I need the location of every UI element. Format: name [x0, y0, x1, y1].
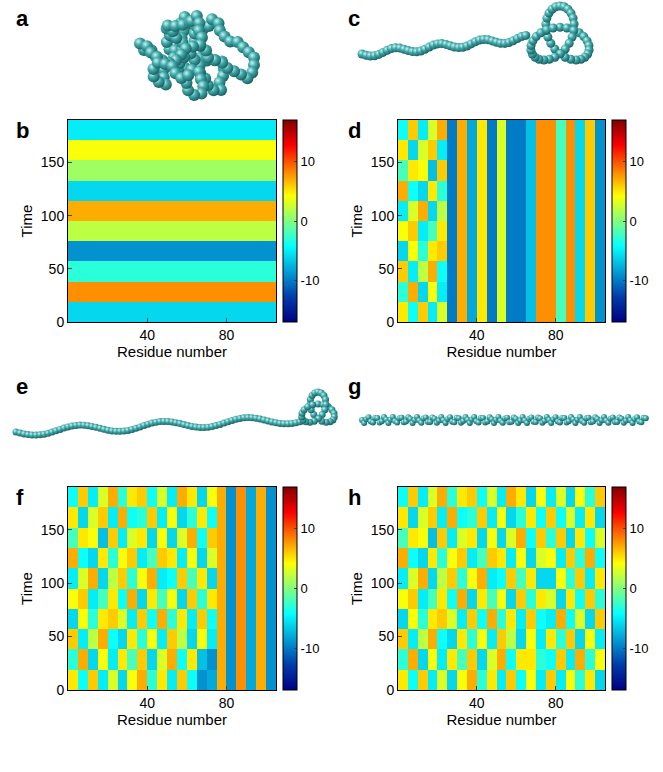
- svg-text:50: 50: [379, 261, 395, 277]
- svg-text:Residue number: Residue number: [446, 343, 556, 360]
- svg-text:Time: Time: [18, 572, 35, 605]
- svg-text:10: 10: [301, 154, 315, 169]
- svg-text:150: 150: [371, 522, 395, 538]
- svg-text:40: 40: [139, 695, 155, 711]
- svg-text:d: d: [348, 118, 361, 143]
- svg-text:0: 0: [56, 682, 64, 698]
- svg-text:150: 150: [41, 522, 65, 538]
- svg-text:40: 40: [469, 695, 485, 711]
- svg-text:Time: Time: [348, 205, 365, 238]
- svg-text:Time: Time: [348, 572, 365, 605]
- svg-text:Time: Time: [18, 205, 35, 238]
- svg-text:150: 150: [41, 154, 65, 170]
- svg-text:c: c: [348, 6, 360, 31]
- svg-text:50: 50: [49, 628, 65, 644]
- svg-text:b: b: [16, 118, 29, 143]
- svg-text:-10: -10: [630, 641, 649, 656]
- svg-text:Residue number: Residue number: [117, 711, 227, 728]
- svg-text:h: h: [348, 485, 361, 510]
- svg-text:-10: -10: [301, 273, 320, 288]
- svg-text:150: 150: [371, 154, 395, 170]
- svg-text:Residue number: Residue number: [446, 711, 556, 728]
- svg-text:50: 50: [379, 628, 395, 644]
- svg-text:0: 0: [386, 314, 394, 330]
- svg-text:-10: -10: [301, 641, 320, 656]
- svg-text:50: 50: [49, 261, 65, 277]
- svg-text:100: 100: [371, 575, 395, 591]
- svg-text:0: 0: [301, 214, 308, 229]
- svg-text:a: a: [16, 6, 29, 31]
- svg-text:80: 80: [219, 327, 235, 343]
- svg-text:e: e: [16, 374, 28, 399]
- svg-text:0: 0: [386, 682, 394, 698]
- svg-text:f: f: [16, 485, 24, 510]
- svg-text:80: 80: [548, 695, 564, 711]
- svg-text:0: 0: [630, 581, 637, 596]
- svg-text:0: 0: [630, 214, 637, 229]
- svg-text:100: 100: [41, 208, 65, 224]
- svg-text:0: 0: [56, 314, 64, 330]
- svg-text:0: 0: [301, 581, 308, 596]
- svg-text:Residue number: Residue number: [117, 343, 227, 360]
- svg-text:10: 10: [301, 521, 315, 536]
- svg-text:10: 10: [630, 154, 644, 169]
- svg-text:g: g: [348, 374, 361, 399]
- svg-text:100: 100: [41, 575, 65, 591]
- svg-text:-10: -10: [630, 273, 649, 288]
- svg-text:100: 100: [371, 208, 395, 224]
- svg-text:40: 40: [139, 327, 155, 343]
- svg-text:10: 10: [630, 521, 644, 536]
- svg-text:80: 80: [548, 327, 564, 343]
- svg-text:40: 40: [469, 327, 485, 343]
- svg-text:80: 80: [219, 695, 235, 711]
